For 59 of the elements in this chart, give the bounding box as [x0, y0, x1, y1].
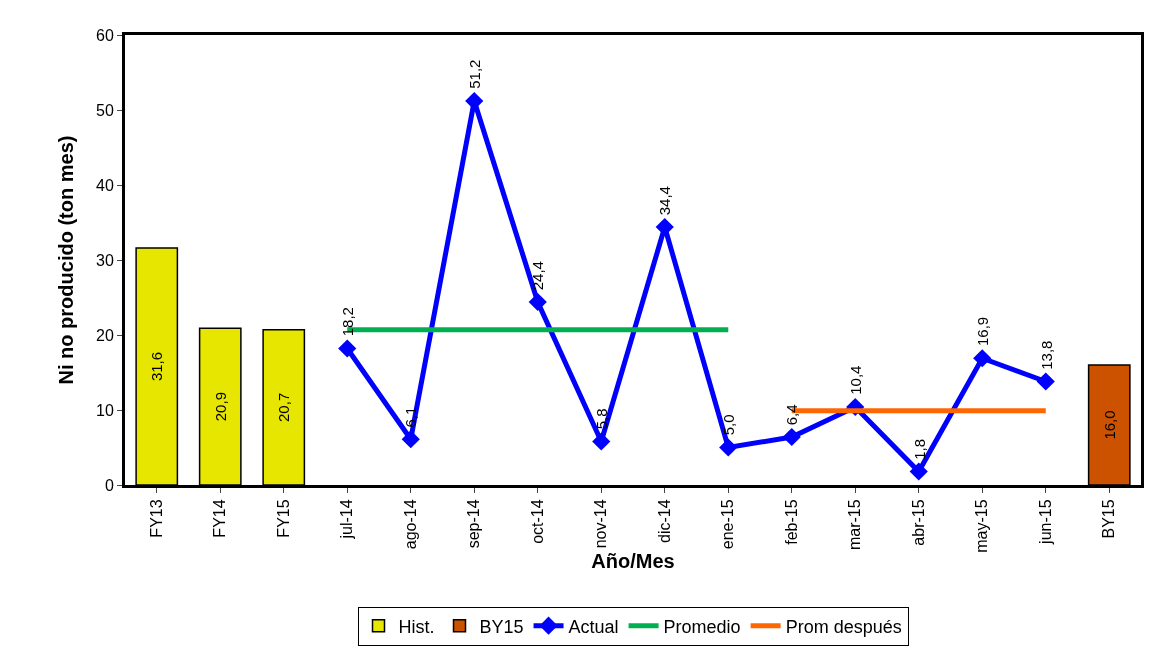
legend-label: Prom después	[785, 616, 902, 637]
x-tick-label: jul-14	[338, 499, 356, 540]
point	[782, 427, 801, 447]
x-tick-label: ago-14	[401, 499, 419, 550]
data-label: 10,4	[846, 365, 864, 395]
data-label: 6,4	[783, 404, 801, 426]
point	[338, 339, 357, 358]
point	[973, 349, 992, 368]
data-label: 20,9	[211, 392, 229, 422]
bar	[1087, 364, 1131, 485]
x-tick-label: dic-14	[655, 499, 673, 543]
y-tick-label: 40	[96, 176, 114, 194]
y-tick-label: 10	[96, 401, 114, 419]
point	[719, 438, 738, 457]
legend-label: BY15	[479, 616, 524, 637]
data-label: 1,8	[910, 438, 928, 460]
data-label: 18,2	[339, 307, 357, 337]
x-tick-label: feb-15	[782, 499, 800, 545]
x-tick-label: jun-15	[1036, 499, 1054, 545]
data-label: 6,1	[402, 406, 419, 428]
data-label: 24,4	[529, 261, 547, 291]
data-label: 16,9	[973, 316, 991, 346]
point	[909, 462, 928, 481]
bar	[135, 247, 179, 485]
bar	[198, 327, 242, 485]
y-tick-label: 30	[96, 251, 114, 269]
x-tick-label: mar-15	[846, 499, 864, 551]
x-tick-label: nov-14	[592, 499, 610, 549]
x-tick-label: ene-15	[719, 499, 737, 550]
data-label: 51,2	[465, 59, 483, 89]
point	[528, 292, 547, 312]
data-label: 5,8	[593, 408, 611, 430]
legend-label: Actual	[568, 616, 619, 637]
x-tick-label: FY13	[147, 499, 165, 538]
legend-label: Hist.	[398, 616, 435, 637]
y-tick-label: 60	[96, 26, 114, 44]
y-tick-label: 50	[96, 101, 114, 119]
x-tick-label: may-15	[973, 499, 991, 553]
y-axis-title: Ni no producido (ton mes)	[55, 135, 77, 385]
data-label: 31,6	[148, 351, 166, 382]
point	[592, 432, 611, 451]
point	[401, 430, 420, 449]
x-tick-label: oct-14	[528, 499, 546, 544]
x-tick-label: FY14	[211, 499, 229, 538]
data-label: 13,8	[1037, 340, 1055, 370]
x-tick-label: BY15	[1100, 499, 1118, 539]
x-tick-label: sep-14	[465, 499, 483, 549]
data-label: 16,0	[1100, 410, 1118, 440]
x-tick-label: abr-15	[909, 499, 927, 546]
x-tick-label: FY15	[274, 499, 292, 538]
y-tick-label: 0	[104, 476, 114, 494]
data-label: 34,4	[656, 186, 674, 216]
legend-label: Promedio	[663, 616, 741, 637]
point	[1036, 372, 1055, 391]
y-tick-label: 20	[96, 326, 114, 344]
x-axis-title: Año/Mes	[591, 550, 675, 573]
data-label: 5,0	[720, 414, 738, 436]
data-label: 20,7	[275, 392, 293, 422]
bar	[262, 329, 306, 485]
